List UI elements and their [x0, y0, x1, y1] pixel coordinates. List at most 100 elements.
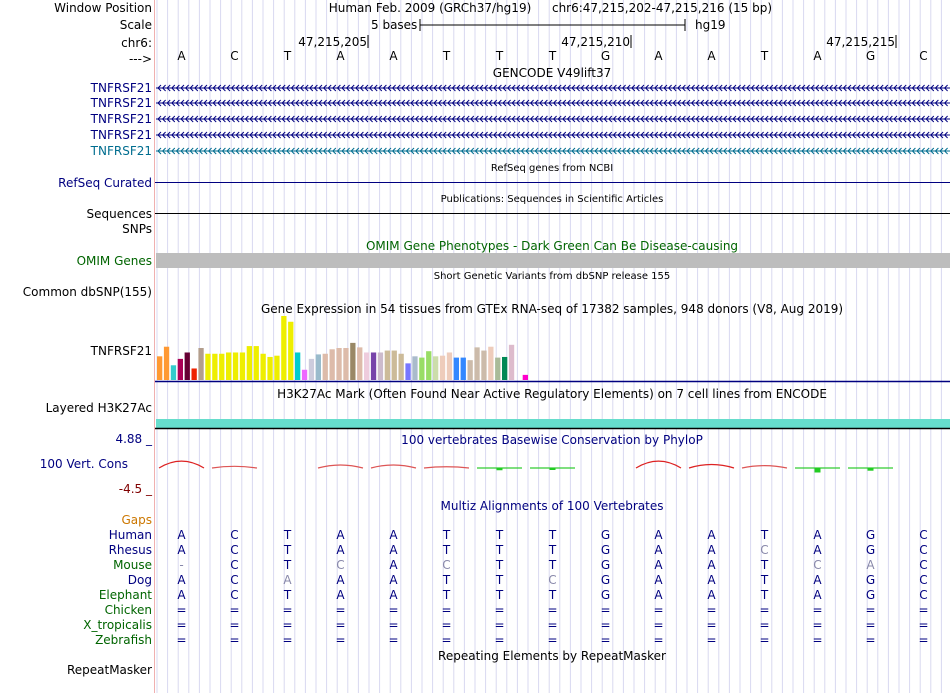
gtex-gene-label[interactable]: TNFRSF21	[90, 344, 152, 358]
alignment-base: T	[442, 588, 451, 602]
gtex-tissue-bar	[322, 353, 328, 380]
dbsnp-track-label[interactable]: Common dbSNP(155)	[22, 285, 152, 299]
gtex-tissue-bar	[246, 346, 252, 380]
alignment-base: T	[760, 573, 769, 587]
gtex-tissue-bar	[439, 355, 446, 380]
phylop-score-bar	[867, 468, 874, 471]
gencode-gene-label[interactable]: TNFRSF21	[90, 128, 152, 142]
gencode-gene-label[interactable]: TNFRSF21	[90, 96, 152, 110]
strand-label: --->	[128, 52, 152, 66]
alignment-base: =	[494, 633, 505, 647]
sequence-base: G	[600, 49, 611, 63]
species-label: Mouse	[113, 558, 152, 572]
gaps-label[interactable]: Gaps	[121, 513, 152, 527]
gencode-gene-label[interactable]: TNFRSF21	[90, 81, 152, 95]
alignment-base: =	[653, 618, 664, 632]
alignment-base: A	[389, 573, 398, 587]
repeatmasker-track-title: Repeating Elements by RepeatMasker	[438, 649, 666, 663]
alignment-base: G	[600, 528, 611, 542]
phylop-score-bar	[814, 468, 821, 473]
alignment-base: T	[442, 573, 451, 587]
h3k27ac-signal	[156, 419, 950, 428]
gtex-track-title: Gene Expression in 54 tissues from GTEx …	[260, 302, 844, 316]
alignment-base: =	[865, 618, 876, 632]
alignment-base: =	[176, 633, 187, 647]
alignment-base: =	[388, 603, 399, 617]
gtex-tissue-bar	[391, 350, 397, 380]
alignment-base: =	[494, 618, 505, 632]
sequence-base: A	[336, 49, 345, 63]
snps-track-label[interactable]: SNPs	[122, 222, 152, 236]
gtex-tissue-bar	[481, 350, 487, 380]
gtex-tissue-bar	[412, 356, 418, 380]
gtex-tissue-bar	[474, 347, 480, 380]
alignment-base: =	[441, 618, 452, 632]
sequence-base: C	[919, 49, 928, 63]
gtex-tissue-bar	[398, 353, 404, 380]
gencode-gene-label[interactable]: TNFRSF21	[90, 112, 152, 126]
alignment-base: T	[283, 588, 292, 602]
alignment-base: C	[442, 558, 451, 572]
alignment-base: G	[865, 528, 876, 542]
gtex-tissue-bar	[301, 369, 308, 380]
alignment-base: T	[760, 558, 769, 572]
alignment-base: T	[283, 543, 292, 557]
gtex-tissue-bar	[495, 357, 501, 380]
dbsnp-track-title: Short Genetic Variants from dbSNP releas…	[433, 271, 671, 282]
refseq-track-label[interactable]: RefSeq Curated	[58, 176, 152, 190]
gencode-gene-label[interactable]: TNFRSF21	[90, 144, 152, 158]
gtex-tissue-bar	[239, 352, 246, 380]
gtex-tissue-bar	[426, 351, 432, 380]
alignment-base: A	[177, 573, 186, 587]
sequence-base: A	[707, 49, 716, 63]
gtex-tissue-bar	[508, 344, 515, 380]
alignment-base: C	[919, 573, 928, 587]
phylop-score-mark	[741, 465, 788, 469]
gtex-tissue-bar	[370, 352, 377, 380]
alignment-base: G	[865, 543, 876, 557]
gtex-tissue-bar	[219, 353, 225, 380]
alignment-base: -	[179, 558, 184, 572]
alignment-base: =	[759, 633, 770, 647]
publications-track-title: Publications: Sequences in Scientific Ar…	[440, 194, 664, 205]
alignment-base: A	[654, 543, 663, 557]
gtex-tissue-bar	[260, 353, 266, 380]
alignment-base: A	[654, 573, 663, 587]
alignment-base: C	[230, 588, 239, 602]
alignment-base: =	[282, 633, 293, 647]
strand-arrows	[157, 99, 948, 107]
alignment-base: T	[495, 558, 504, 572]
gtex-tissue-bar	[157, 356, 163, 380]
omim-track-label[interactable]: OMIM Genes	[76, 254, 152, 268]
alignment-base: C	[230, 558, 239, 572]
alignment-base: A	[389, 558, 398, 572]
gencode-track-title: GENCODE V49lift37	[492, 66, 612, 80]
alignment-base: =	[600, 618, 611, 632]
alignment-base: A	[177, 528, 186, 542]
publications-track-label[interactable]: Sequences	[86, 207, 152, 221]
repeatmasker-track-label[interactable]: RepeatMasker	[66, 663, 152, 677]
alignment-base: G	[865, 573, 876, 587]
alignment-base: A	[707, 528, 716, 542]
gtex-tissue-bar	[467, 360, 473, 380]
h3k27ac-track-label[interactable]: Layered H3K27Ac	[45, 401, 152, 415]
alignment-base: A	[177, 588, 186, 602]
window-position-label: Window Position	[54, 1, 152, 15]
sequence-base: C	[230, 49, 239, 63]
position-tick-label: 47,215,210	[561, 35, 630, 49]
alignment-base: A	[707, 558, 716, 572]
alignment-base: =	[600, 633, 611, 647]
alignment-base: T	[495, 543, 504, 557]
phylop-track-label[interactable]: 100 Vert. Cons	[39, 457, 128, 471]
alignment-base: C	[919, 558, 928, 572]
phylop-max-label: 4.88 _	[115, 432, 152, 446]
alignment-base: T	[548, 558, 557, 572]
alignment-base: A	[707, 543, 716, 557]
sequence-base: T	[442, 49, 451, 63]
alignment-base: A	[654, 588, 663, 602]
gtex-tissue-bar	[163, 346, 170, 380]
scale-label: Scale	[119, 18, 152, 32]
species-label: Rhesus	[108, 543, 152, 557]
scale-db-label: hg19	[695, 18, 726, 32]
